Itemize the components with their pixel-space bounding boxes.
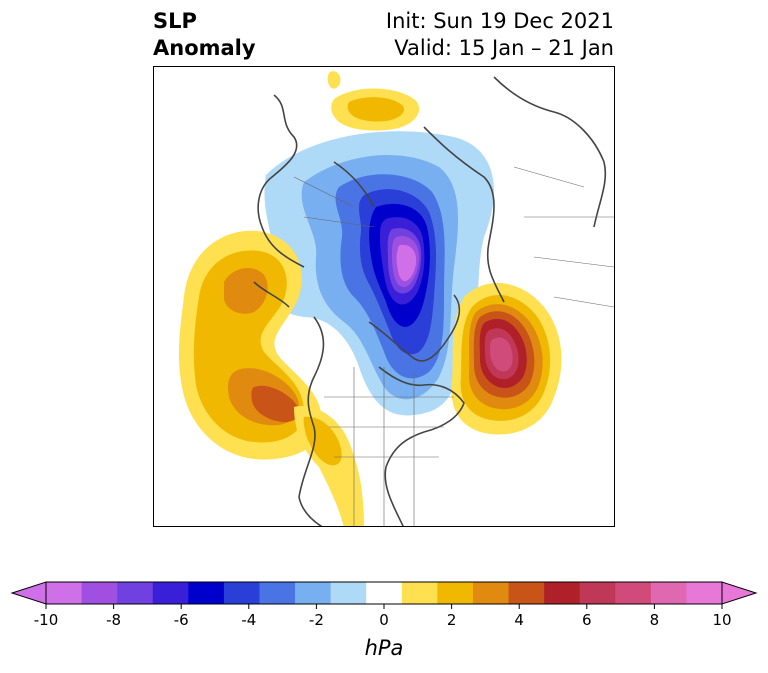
colorbar-tick-label: 10 [712,611,731,629]
colorbar-segment [686,582,723,604]
contour-high-p3 [224,267,299,426]
colorbar-segment [650,582,687,604]
colorbar-unit-label: hPa [364,636,404,660]
colorbar-tick-label: -2 [309,611,324,629]
colorbar-segment [223,582,260,604]
colorbar-segment [472,582,510,604]
anomaly-low-arctic [264,131,494,416]
init-date: Init: Sun 19 Dec 2021 [385,9,614,33]
anomaly-high-siberia [327,71,420,131]
contour-high-s2 [347,97,405,122]
map-plot [178,71,614,526]
title-line-1: SLP [153,9,197,33]
anomaly-high-west-na [294,406,364,526]
colorbar-tick-label: -10 [34,611,59,629]
colorbar-segment [437,582,474,604]
contour-high-a7 [490,337,513,372]
colorbar-segment [508,582,545,604]
colorbar-segment [401,582,438,604]
colorbar: -10 -8 -6 -4 -2 0 2 4 6 8 10 [10,581,758,629]
colorbar-tick-label: 6 [582,611,592,629]
anomaly-high-atlantic [451,283,562,435]
chart-subtitle: Init: Sun 19 Dec 2021 Valid: 15 Jan – 21… [386,8,614,62]
colorbar-tick-label: 4 [514,611,524,629]
colorbar-tick-label: 0 [379,611,389,629]
colorbar-tick-label: -6 [174,611,189,629]
colorbar-segment [117,582,154,604]
colorbar-segment [188,582,225,604]
valid-range: Valid: 15 Jan – 21 Jan [394,36,614,60]
colorbar-tick-label: 8 [650,611,660,629]
colorbar-segment [46,582,83,604]
colorbar-segment [259,582,296,604]
map-panel [153,66,615,527]
chart-title: SLP Anomaly [153,8,256,62]
contour-high-w2 [303,416,342,466]
colorbar-tick-label: -8 [106,611,121,629]
colorbar-extend-max [721,581,758,605]
colorbar-segment [544,582,581,604]
contour-high-p4 [251,385,300,423]
colorbar-tick-label: -4 [241,611,256,629]
colorbar-segment [330,582,367,604]
colorbar-segments [10,581,758,605]
colorbar-segment [295,582,332,604]
contour-low-m9 [396,244,417,282]
colorbar-extend-min [10,581,47,605]
colorbar-tick-label: 2 [447,611,457,629]
colorbar-segment [615,582,652,604]
political-borders [293,166,614,526]
contour-high-s3 [327,71,341,89]
colorbar-ticks: -10 -8 -6 -4 -2 0 2 4 6 8 10 [34,604,732,629]
colorbar-segment [579,582,616,604]
title-line-2: Anomaly [153,36,256,60]
colorbar-segment [81,582,118,604]
colorbar-segment [366,582,403,604]
colorbar-segment [152,582,189,604]
coastlines [253,76,607,526]
